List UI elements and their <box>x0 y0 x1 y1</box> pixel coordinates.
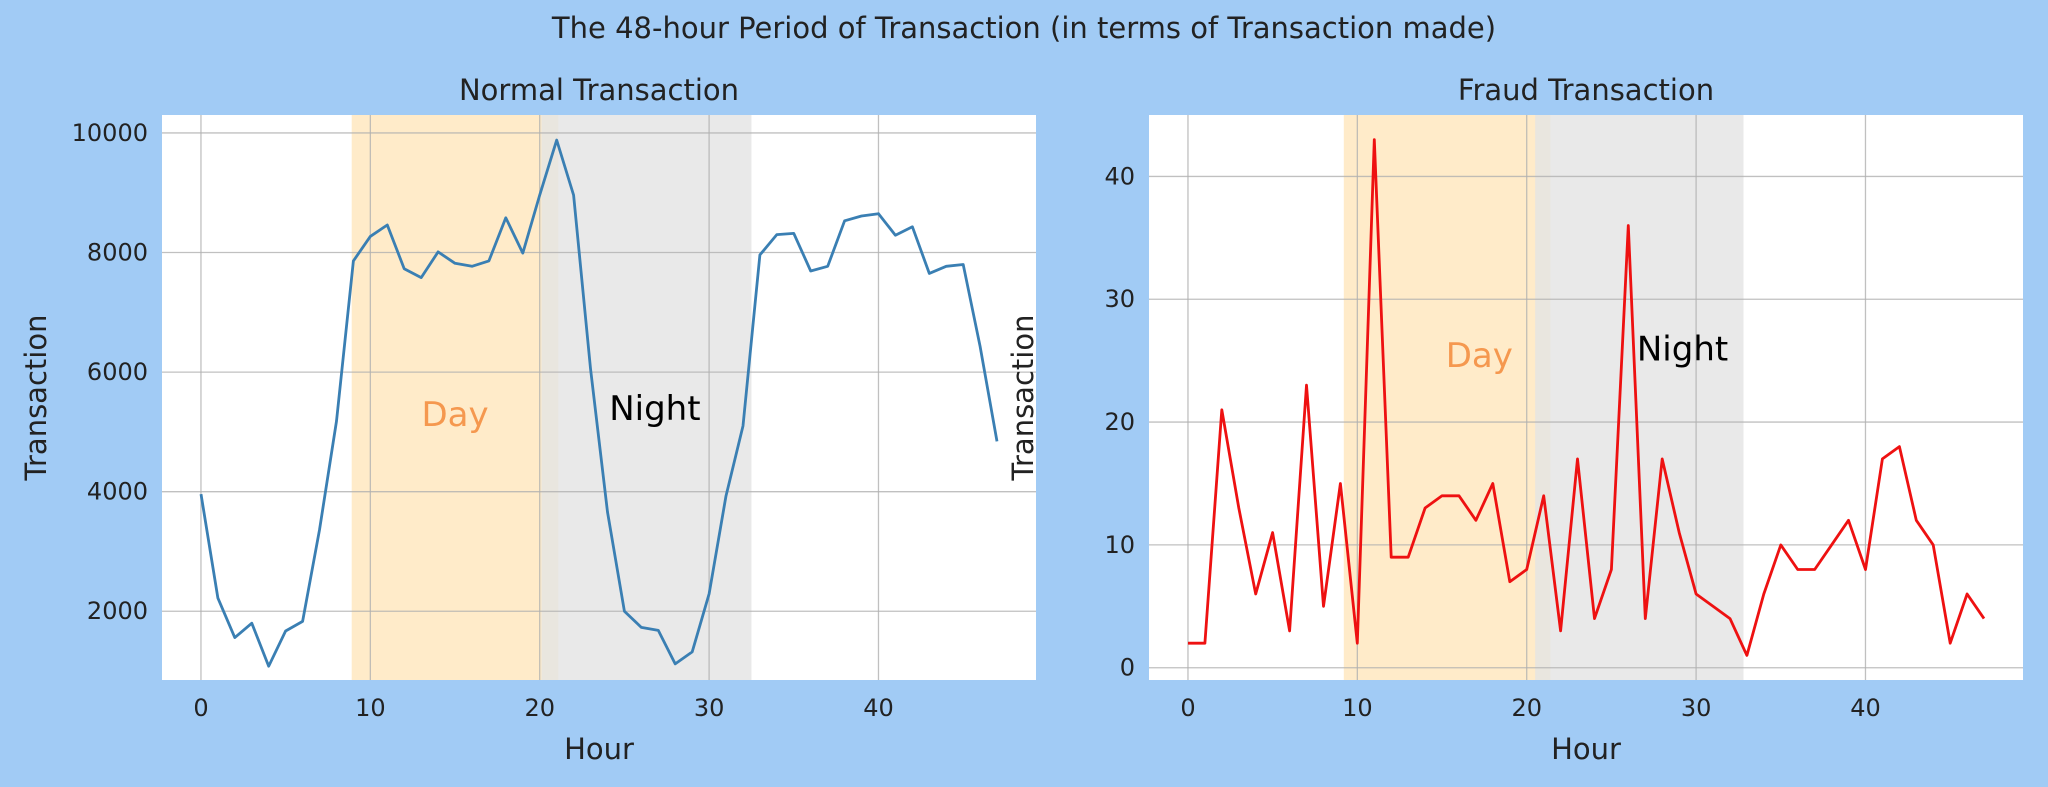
x-tick-label: 30 <box>1681 694 1712 722</box>
night-span <box>541 115 752 680</box>
figure-title: The 48-hour Period of Transaction (in te… <box>551 11 1496 45</box>
y-tick-label: 10 <box>1104 531 1135 559</box>
y-tick-label: 6000 <box>87 358 148 386</box>
x-tick-label: 10 <box>1342 694 1373 722</box>
x-tick-label: 10 <box>355 694 386 722</box>
x-axis-label: Hour <box>564 732 634 766</box>
series-line <box>199 138 999 668</box>
day-label: Day <box>421 395 488 435</box>
x-tick-label: 40 <box>1850 694 1881 722</box>
night-label: Night <box>609 389 700 429</box>
chart-title: Normal Transaction <box>459 73 739 107</box>
y-tick-label: 0 <box>1120 654 1135 682</box>
y-tick-label: 10000 <box>72 119 148 147</box>
x-tick-label: 0 <box>1180 694 1195 722</box>
normal-transaction-chart: Day Night 0 10 20 30 40 2000 4000 6000 8000 10000 No… <box>19 73 1036 766</box>
x-axis-label: Hour <box>1551 732 1621 766</box>
y-tick-label: 40 <box>1104 162 1135 190</box>
y-tick-label: 2000 <box>87 597 148 625</box>
x-tick-label: 0 <box>193 694 208 722</box>
day-label: Day <box>1446 336 1513 376</box>
y-tick-label: 4000 <box>87 478 148 506</box>
x-tick-label: 20 <box>1511 694 1542 722</box>
y-tick-label: 20 <box>1104 408 1135 436</box>
x-tick-label: 20 <box>524 694 555 722</box>
y-tick-label: 8000 <box>87 239 148 267</box>
y-tick-label: 30 <box>1104 285 1135 313</box>
chart-title: Fraud Transaction <box>1458 73 1714 107</box>
day-span <box>351 115 559 680</box>
y-axis-label: Transaction <box>19 315 53 482</box>
night-span <box>1535 115 1744 680</box>
fraud-transaction-chart: Day Night 0 10 20 30 40 0 10 20 30 40 Fraud Transact… <box>1006 73 2023 766</box>
day-span <box>1343 115 1551 680</box>
series-line <box>1188 138 1986 657</box>
x-tick-label: 30 <box>694 694 725 722</box>
night-label: Night <box>1637 330 1728 370</box>
y-axis-label: Transaction <box>1006 315 1040 482</box>
x-tick-label: 40 <box>863 694 894 722</box>
